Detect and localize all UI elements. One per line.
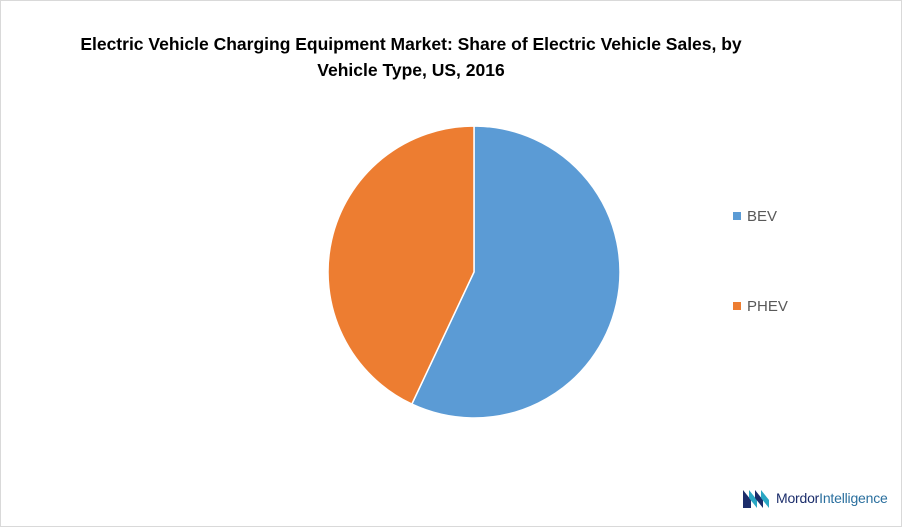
legend-swatch-bev [733,212,741,220]
legend-item-phev: PHEV [733,296,788,316]
chart-title: Electric Vehicle Charging Equipment Mark… [80,34,742,80]
legend-label-bev: BEV [747,207,778,225]
legend-item-bev: BEV [733,206,777,226]
legend-label-phev: PHEV [747,297,788,315]
pie-slice-bev [410,125,621,419]
pie-slice-phev [327,125,475,406]
brand-name: MordorIntelligence [776,490,888,506]
legend-swatch-phev [733,302,741,310]
brand-logo: MordorIntelligence [743,488,888,508]
mordor-logo-icon [743,488,773,508]
brand-name-part2: Intelligence [819,490,888,506]
brand-name-part1: Mordor [776,490,820,506]
